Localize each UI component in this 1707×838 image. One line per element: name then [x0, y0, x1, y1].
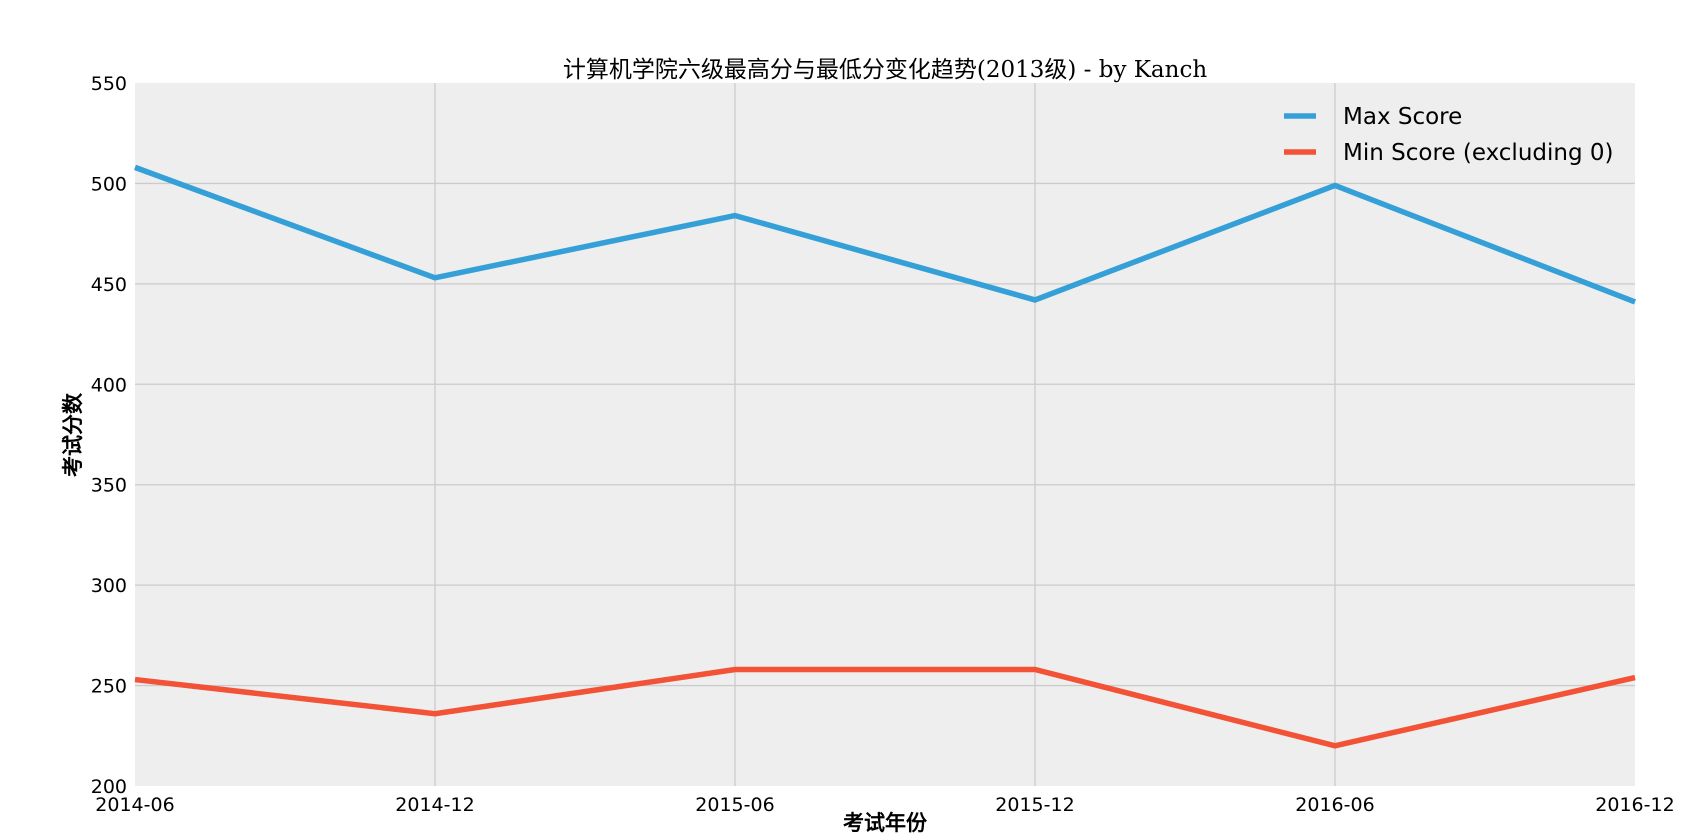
- legend: Max Score Min Score (excluding 0): [1284, 104, 1613, 166]
- y-tick-label: 200: [91, 776, 127, 798]
- x-axis-ticks: 2014-06 2014-12 2015-06 2015-12 2016-06 2016-…: [95, 794, 1674, 816]
- legend-label: Min Score (excluding 0): [1343, 140, 1613, 166]
- y-tick-label: 250: [91, 676, 127, 698]
- plot-area: [135, 83, 1635, 786]
- x-tick-label: 2014-12: [395, 794, 474, 816]
- x-tick-label: 2014-06: [95, 794, 174, 816]
- grid: [135, 83, 1635, 786]
- y-tick-label: 450: [91, 274, 127, 296]
- x-tick-label: 2016-06: [1295, 794, 1374, 816]
- y-axis-label: 考试分数: [60, 392, 85, 477]
- y-tick-label: 300: [91, 575, 127, 597]
- series-line-max-score: [134, 164, 1636, 305]
- y-tick-label: 550: [91, 73, 127, 95]
- series-line-min-score: [134, 666, 1636, 749]
- x-axis-label: 考试年份: [843, 810, 928, 835]
- x-tick-label: 2015-12: [995, 794, 1074, 816]
- y-axis-ticks: 200 250 300 350 400 450 500 550: [91, 73, 127, 798]
- legend-label: Max Score: [1343, 104, 1462, 130]
- x-tick-label: 2015-06: [695, 794, 774, 816]
- y-tick-label: 500: [91, 173, 127, 195]
- chart-title: 计算机学院六级最高分与最低分变化趋势(2013级) - by Kanch: [563, 57, 1207, 83]
- y-tick-label: 400: [91, 374, 127, 396]
- y-tick-label: 350: [91, 475, 127, 497]
- x-tick-label: 2016-12: [1595, 794, 1674, 816]
- series-lines: [134, 164, 1636, 749]
